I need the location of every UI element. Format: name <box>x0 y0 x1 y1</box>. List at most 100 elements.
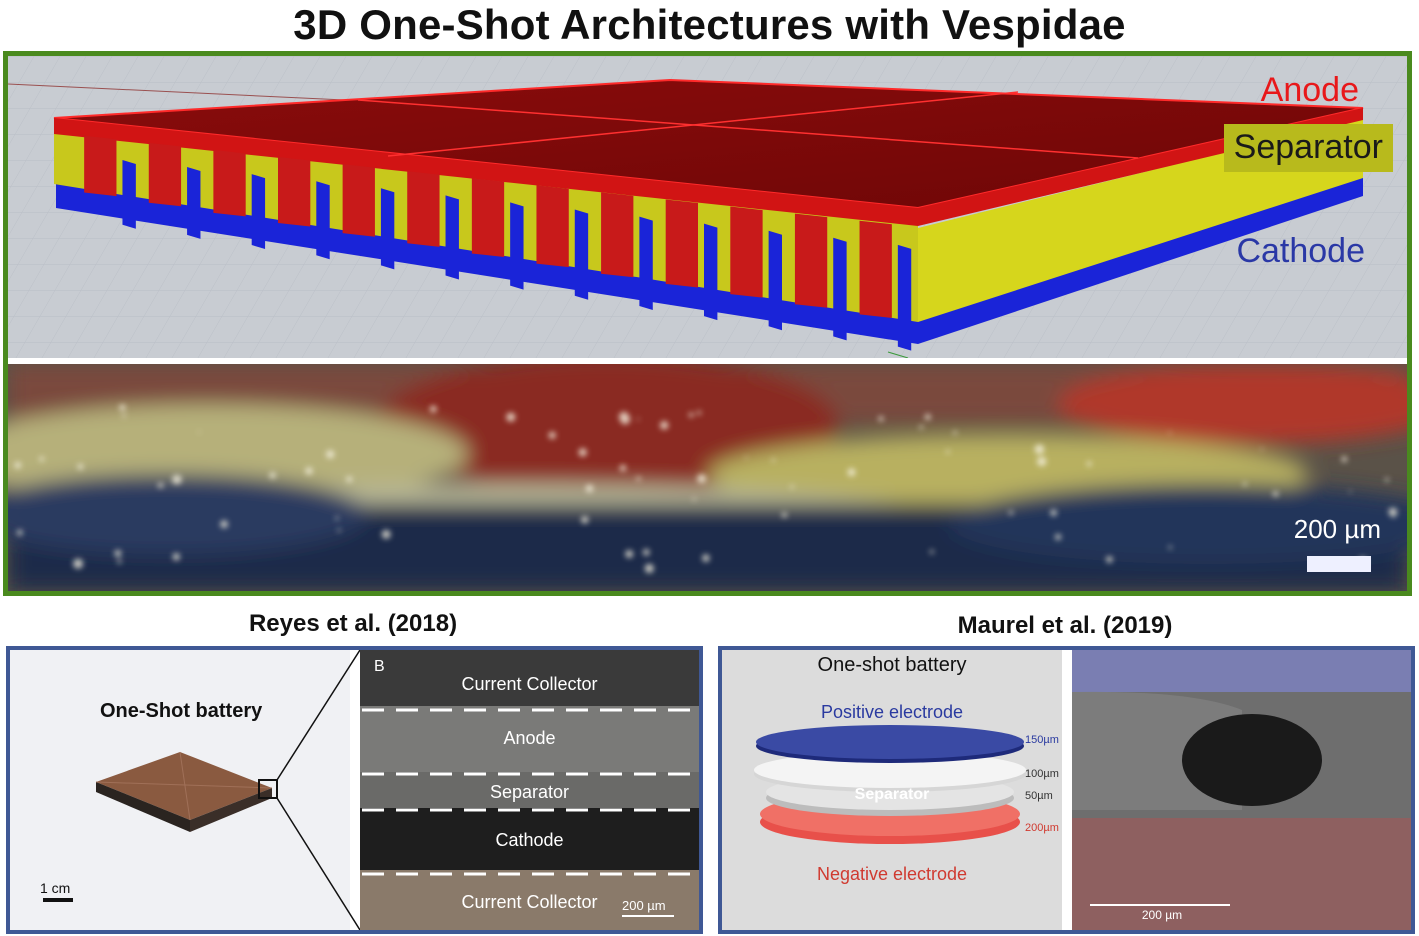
micrograph-highlight <box>506 412 516 422</box>
anode-finger <box>342 164 375 237</box>
micrograph-highlight <box>643 549 650 556</box>
zoom-box <box>258 779 278 799</box>
layer-label-5: Current Collector <box>461 892 598 912</box>
micrograph-highlight <box>578 448 587 457</box>
cathode-finger <box>380 188 395 270</box>
micrograph-highlight <box>619 464 627 472</box>
micrograph-highlight <box>14 461 22 469</box>
micrograph-highlight <box>1050 509 1057 516</box>
layer-dividers <box>362 708 699 876</box>
micrograph-highlight <box>1008 510 1014 515</box>
micrograph-highlight <box>346 476 353 483</box>
micrograph-highlight <box>745 456 748 459</box>
micrograph-highlight <box>157 482 164 488</box>
cathode-finger <box>316 181 330 260</box>
maurel-svg <box>722 650 1411 930</box>
micrograph-highlight <box>1388 507 1398 517</box>
cathode-finger <box>639 216 653 310</box>
layer-label-1: Current Collector <box>461 674 598 694</box>
separator-label-maurel: Separator <box>854 786 930 803</box>
micrograph-highlight <box>636 476 641 481</box>
micrograph-highlight <box>929 549 934 554</box>
anode-finger <box>407 171 440 247</box>
cathode-finger <box>187 167 201 239</box>
scale-bar-1cm <box>43 898 73 902</box>
micrograph-highlight <box>335 516 339 520</box>
anode-label: Anode <box>1260 71 1359 109</box>
reyes-svg <box>10 650 699 930</box>
scale-1cm-label: 1 cm <box>40 880 71 896</box>
micrograph-highlight <box>1168 545 1172 549</box>
anode-finger <box>213 149 246 217</box>
anode-finger <box>794 213 828 308</box>
micrograph-highlight <box>1106 556 1113 563</box>
vespidae-figure-frame: Anode Separator Cathode 200 µ <box>3 51 1412 596</box>
layer-label-3: Separator <box>489 782 570 802</box>
thickness-50: 50µm <box>1025 790 1053 802</box>
micrograph-highlight <box>636 418 640 421</box>
micrograph-highlight <box>688 412 694 418</box>
micrograph-highlight <box>919 425 924 429</box>
micrograph-highlight <box>847 468 856 477</box>
cathode-finger <box>251 174 266 250</box>
maurel-diagram-title: One-shot battery <box>817 654 967 676</box>
micrograph-highlight <box>1341 456 1348 462</box>
micrograph-highlight <box>172 553 180 561</box>
micrograph-highlight <box>878 416 884 422</box>
micrograph-highlight <box>585 484 594 493</box>
micrograph-highlight <box>692 497 696 501</box>
micrograph-highlight <box>619 411 629 422</box>
micrograph-highlight <box>1086 461 1092 467</box>
anode-finger <box>665 199 698 288</box>
scale-bar <box>1307 556 1371 572</box>
micrograph-highlight <box>429 405 437 413</box>
micrograph-highlight <box>790 485 794 489</box>
micrograph-highlight <box>1260 447 1263 451</box>
micrograph-highlight <box>1168 431 1171 434</box>
micrograph-highlight <box>953 430 957 435</box>
anode-front-lip <box>54 118 918 226</box>
micrograph-highlight <box>702 554 710 562</box>
maurel-caption: Maurel et al. (2019) <box>957 612 1173 639</box>
cross-section-micrograph <box>8 364 1407 591</box>
micro-scale-label: 200 µm <box>622 898 666 913</box>
micrograph-highlight <box>924 414 931 420</box>
micrograph-highlight <box>697 410 702 415</box>
anode-finger <box>730 206 763 298</box>
interdigitated-fingers <box>84 135 912 351</box>
cathode-finger <box>510 202 524 290</box>
micrograph-highlight <box>269 472 276 479</box>
micrograph-highlight <box>220 520 228 528</box>
cathode-side <box>918 174 1363 344</box>
micrograph-highlight <box>337 528 341 532</box>
micrograph-highlight <box>119 404 126 411</box>
micrograph-highlight <box>625 550 634 558</box>
negative-label: Negative electrode <box>816 864 968 884</box>
separator-label: Separator <box>1223 124 1393 172</box>
thickness-200: 200µm <box>1025 822 1059 834</box>
micrograph-highlight <box>172 474 182 485</box>
micrograph-highlight <box>644 563 654 573</box>
micrograph-highlight <box>1392 514 1396 518</box>
micrograph-highlight <box>17 529 23 536</box>
battery-label: One-Shot battery <box>100 700 263 722</box>
reyes-panel: One-Shot battery 1 cm B Current Collecto… <box>6 646 703 934</box>
anode-finger <box>536 185 569 268</box>
micrograph-highlight <box>781 512 788 518</box>
micrograph-highlight <box>771 458 775 462</box>
micrograph-highlight <box>39 456 45 462</box>
battery-tile <box>96 752 272 820</box>
micrograph-highlight <box>77 463 84 470</box>
layer-label-4: Cathode <box>495 830 564 850</box>
micrograph-highlight <box>114 550 122 557</box>
anode-finger <box>601 192 634 278</box>
micrograph-highlight <box>326 450 335 459</box>
micrograph-svg <box>8 364 1407 591</box>
anode-finger <box>859 220 892 318</box>
micrograph-highlight <box>697 474 706 483</box>
micrograph-highlight <box>122 413 126 418</box>
micrograph-highlight <box>1385 477 1389 482</box>
micrograph-highlight <box>1349 490 1352 493</box>
cathode-finger <box>768 230 782 331</box>
micrograph-highlight <box>548 431 556 439</box>
